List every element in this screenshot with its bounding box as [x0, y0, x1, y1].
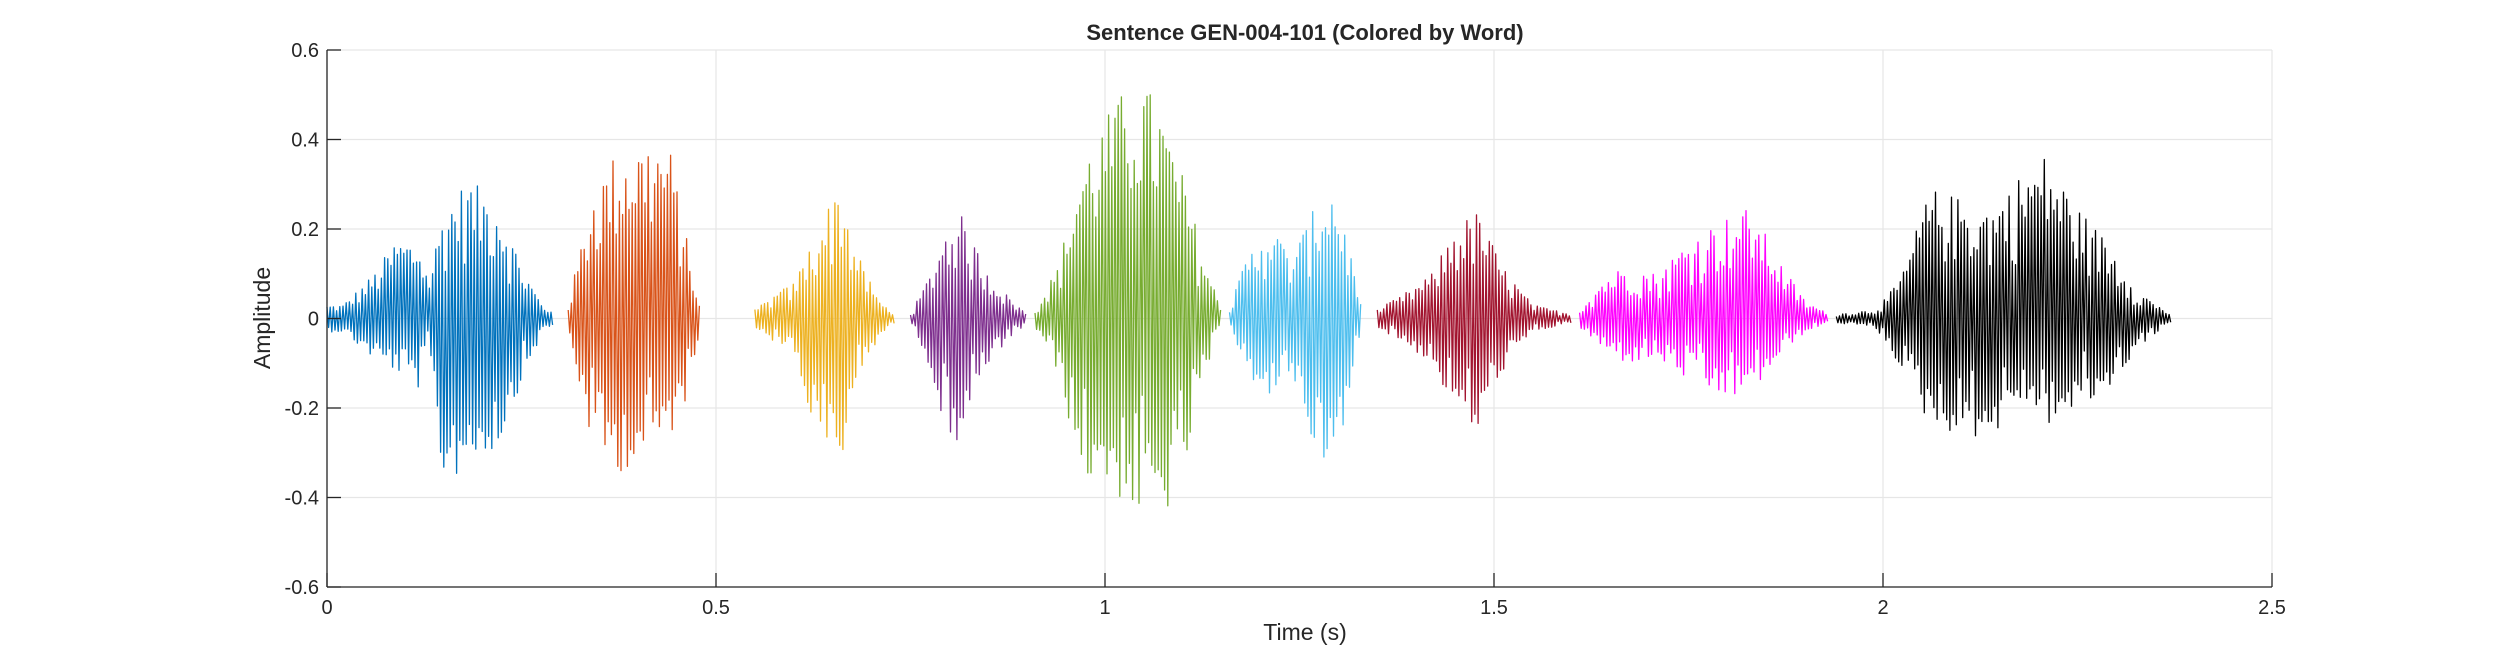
waveform-segment	[1835, 158, 2172, 437]
waveform-segment	[1578, 210, 1829, 395]
waveform-segment	[1376, 214, 1572, 425]
y-tick-label: -0.4	[285, 488, 319, 510]
x-tick-label: 0	[321, 597, 332, 619]
x-tick-label: 2	[1877, 597, 1888, 619]
waveform-segment	[1228, 204, 1362, 458]
waveform-segment	[909, 216, 1027, 441]
y-tick-label: -0.6	[285, 577, 319, 599]
waveform-segment	[754, 202, 895, 451]
x-tick-label: 0.5	[702, 597, 730, 619]
waveform-segment	[567, 154, 701, 472]
x-tick-label: 1	[1099, 597, 1110, 619]
waveform-series	[326, 94, 2172, 507]
y-tick-label: 0.6	[291, 40, 319, 62]
y-tick-label: 0	[308, 309, 319, 331]
y-tick-label: 0.2	[291, 219, 319, 241]
y-axis-label: Amplitude	[249, 267, 275, 369]
y-tick-label: -0.2	[285, 398, 319, 420]
waveform-segment	[1034, 94, 1222, 507]
x-axis-label: Time (s)	[1263, 619, 1346, 645]
waveform-segment	[326, 185, 554, 474]
y-tick-label: 0.4	[291, 130, 319, 152]
x-tick-label: 1.5	[1480, 597, 1508, 619]
x-tick-label: 2.5	[2258, 597, 2286, 619]
axes: 0 0.5 1 1.5 2 2.5 -0.6 -0.4 -0.2 0 0.2 0.4 0.6	[285, 40, 2286, 619]
chart-title: Sentence GEN-004-101 (Colored by Word)	[1086, 20, 1523, 45]
